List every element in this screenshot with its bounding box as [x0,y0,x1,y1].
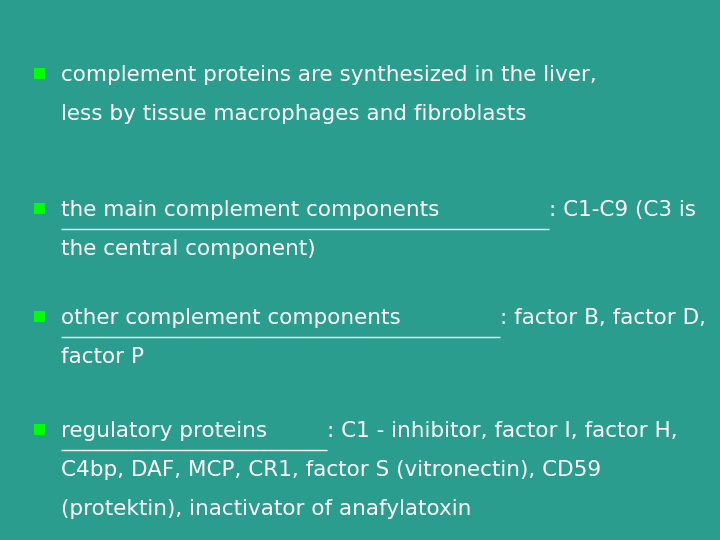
Text: factor P: factor P [61,347,144,367]
Text: the central component): the central component) [61,239,316,259]
Text: (protektin), inactivator of anafylatoxin: (protektin), inactivator of anafylatoxin [61,499,472,519]
Text: ▪: ▪ [32,418,48,438]
Text: ▪: ▪ [32,197,48,217]
Text: ▪: ▪ [32,62,48,82]
Text: ▪: ▪ [32,305,48,325]
Text: the main complement components: the main complement components [61,200,440,220]
Text: other complement components: other complement components [61,308,401,328]
Text: less by tissue macrophages and fibroblasts: less by tissue macrophages and fibroblas… [61,104,527,124]
Text: regulatory proteins: regulatory proteins [61,421,267,441]
Text: complement proteins are synthesized in the liver,: complement proteins are synthesized in t… [61,65,597,85]
Text: : C1 - inhibitor, factor I, factor H,: : C1 - inhibitor, factor I, factor H, [327,421,678,441]
Text: : factor B, factor D,: : factor B, factor D, [500,308,706,328]
Text: : C1-C9 (C3 is: : C1-C9 (C3 is [549,200,696,220]
Text: C4bp, DAF, MCP, CR1, factor S (vitronectin), CD59: C4bp, DAF, MCP, CR1, factor S (vitronect… [61,460,601,480]
